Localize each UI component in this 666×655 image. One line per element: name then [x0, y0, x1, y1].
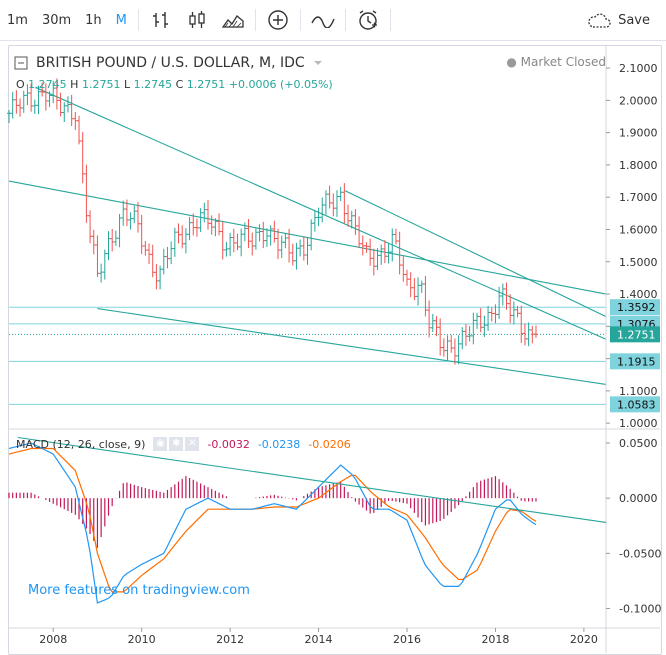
price-tick-label: 1.7000: [619, 191, 658, 204]
macd-tick-label: 0.0500: [619, 437, 658, 450]
macd-tick-label: -0.0500: [619, 547, 661, 560]
macd-trendline: [17, 436, 607, 523]
close-value: 1.2751: [186, 78, 226, 91]
price-trendlines: [8, 86, 607, 385]
chevron-down-icon[interactable]: [313, 59, 323, 67]
settings-icon[interactable]: ✱: [169, 437, 184, 451]
high-value: 1.2751: [81, 78, 121, 91]
macd-legend[interactable]: MACD (12, 26, close, 9) ◉ ✱ ✕ -0.0032 -0…: [16, 437, 351, 451]
time-tick-label: 2018: [481, 633, 509, 646]
time-tick-label: 2014: [305, 633, 333, 646]
close-icon[interactable]: ✕: [185, 437, 200, 451]
hline-price-box: [610, 353, 660, 370]
macd-line: [8, 442, 537, 604]
macd-tick-label: -0.1000: [619, 602, 661, 615]
time-tick-label: 2016: [393, 633, 421, 646]
candle-style-icon[interactable]: [179, 0, 215, 40]
ohlc-values: O 1.2745 H 1.2751 L 1.2745 C 1.2751 +0.0…: [16, 78, 333, 91]
macd-line-value: -0.0238: [257, 437, 301, 451]
toolbar-divider: [299, 9, 301, 31]
low-value: 1.2745: [133, 78, 173, 91]
price-axis: 2.1000 2.0000 1.9000 1.8000 1.7000 1.6000 1.50…: [605, 45, 660, 653]
high-label: H: [70, 78, 79, 91]
interval-1h[interactable]: 1h: [85, 12, 102, 28]
compare-icon[interactable]: [305, 0, 341, 40]
hline-price-box: [610, 396, 660, 413]
last-price-label: 1.2751: [617, 328, 656, 341]
symbol-title: BRITISH POUND / U.S. DOLLAR, M, IDC: [36, 55, 305, 71]
price-tick-label: 1.1000: [619, 385, 658, 398]
interval-month[interactable]: M: [115, 12, 127, 28]
toolbar-divider: [344, 9, 346, 31]
time-axis: 2008 2010 2012 2014 2016 2018 2020: [9, 627, 660, 646]
hline-price-box: [610, 299, 660, 316]
time-tick-label: 2010: [128, 633, 156, 646]
market-status: ● Market Closed: [506, 55, 606, 69]
macd-legend-buttons: ◉ ✱ ✕: [153, 437, 200, 451]
collapse-icon[interactable]: [14, 56, 28, 70]
macd-histogram: [8, 476, 537, 548]
low-label: L: [123, 78, 131, 91]
area-style-icon[interactable]: [215, 0, 251, 40]
add-indicator-icon[interactable]: [260, 0, 296, 40]
hline-price-label: 1.3592: [617, 301, 656, 314]
open-value: 1.2745: [28, 78, 67, 91]
time-tick-label: 2008: [39, 633, 67, 646]
cloud-icon: [588, 13, 611, 28]
trendline: [97, 308, 607, 385]
price-tick-label: 2.0000: [619, 94, 658, 107]
trendline: [35, 86, 607, 340]
trendline: [344, 190, 607, 318]
hline-price-label: 1.1915: [617, 355, 656, 368]
price-tick-label: 1.6000: [619, 223, 658, 236]
toolbar-divider: [389, 9, 391, 31]
price-tick-label: 1.8000: [619, 159, 658, 172]
price-grid: [9, 306, 606, 405]
signal-line-value: -0.0206: [308, 437, 351, 451]
open-label: O: [16, 78, 25, 91]
save-label: Save: [618, 12, 650, 28]
promo-link[interactable]: More features on tradingview.com: [28, 583, 250, 598]
price-bars: [7, 78, 538, 365]
close-label: C: [175, 78, 184, 91]
change-value: +0.0006 (+0.05%): [228, 78, 333, 91]
macd-axis: 0.0500 0.0000 -0.0500 -0.1000: [9, 428, 661, 615]
status-dot-icon: ●: [506, 55, 517, 69]
bar-style-icon[interactable]: [143, 0, 179, 40]
toolbar-divider: [254, 9, 256, 31]
signal-line: [8, 447, 537, 593]
eye-icon[interactable]: ◉: [153, 437, 168, 451]
save-button[interactable]: Save: [586, 0, 650, 40]
macd-lines: [8, 436, 607, 604]
price-tick-label: 1.9000: [619, 127, 658, 140]
price-tick-label: 1.4000: [619, 288, 658, 301]
macd-label: MACD (12, 26, close, 9): [16, 437, 146, 451]
last-price-box: [610, 326, 660, 343]
time-tick-label: 2020: [570, 633, 598, 646]
hline-price-label: 1.0583: [617, 398, 656, 411]
price-tick-label: 1.5000: [619, 256, 658, 269]
macd-hist-value: -0.0032: [207, 437, 250, 451]
toolbar-divider: [137, 9, 139, 31]
market-status-text: Market Closed: [520, 55, 606, 69]
interval-30m[interactable]: 30m: [41, 12, 72, 28]
interval-1m[interactable]: 1m: [7, 12, 28, 28]
symbol-legend[interactable]: BRITISH POUND / U.S. DOLLAR, M, IDC: [14, 55, 323, 71]
price-tick-label: 2.1000: [619, 62, 658, 75]
macd-tick-label: 0.0000: [619, 492, 658, 505]
alert-icon[interactable]: [350, 0, 386, 40]
time-tick-label: 2012: [216, 633, 244, 646]
price-tick-label: 1.0000: [619, 417, 658, 430]
top-toolbar: 1m 30m 1h M Save: [0, 0, 666, 41]
